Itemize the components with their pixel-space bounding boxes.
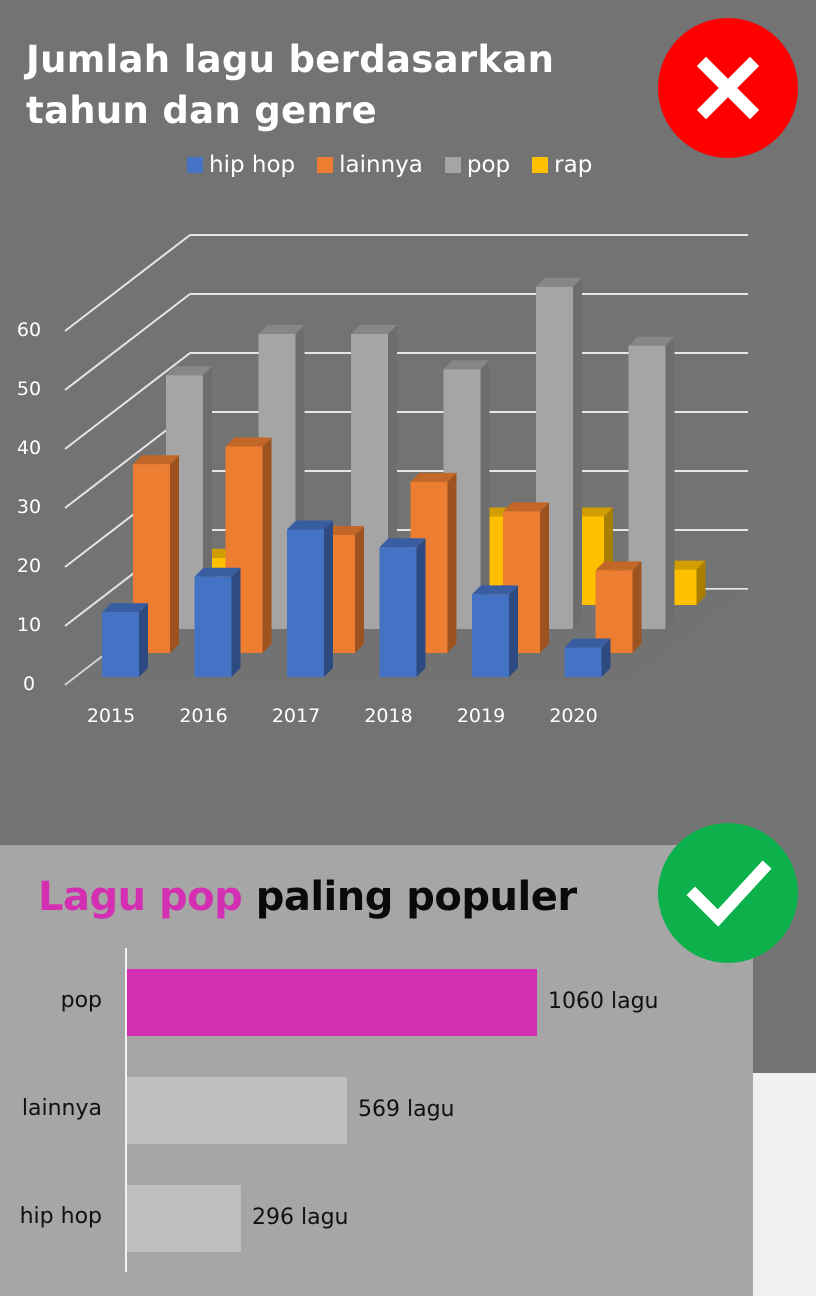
- legend-item-lainnya: lainnya: [317, 152, 423, 178]
- value-label: 296 lagu: [252, 1205, 349, 1230]
- panel-title: Lagu pop paling populer: [38, 874, 577, 920]
- y-tick-label: 30: [16, 496, 42, 518]
- category-label: pop: [60, 988, 102, 1013]
- check-icon: [658, 823, 798, 963]
- column-hip-hop-2018: [379, 538, 426, 677]
- x-tick-label: 2016: [179, 705, 228, 727]
- x-tick-label: 2018: [364, 705, 413, 727]
- value-label: 569 lagu: [358, 1097, 455, 1122]
- x-tick-label: 2019: [456, 705, 506, 727]
- x-tick-label: 2015: [86, 705, 136, 727]
- chart-3d-columns: [64, 234, 748, 686]
- bar-axis-line: [125, 948, 127, 1272]
- top-title: Jumlah lagu berdasarkan tahun dan genre: [26, 34, 646, 136]
- x-tick-label: 2020: [549, 705, 598, 727]
- x-icon: [658, 18, 798, 158]
- column-hip-hop-2020: [564, 638, 611, 677]
- y-tick-label: 10: [16, 614, 42, 636]
- title-line-2: tahun dan genre: [26, 89, 377, 132]
- legend-item-hip-hop: hip hop: [187, 152, 295, 178]
- legend-label: lainnya: [339, 152, 423, 178]
- legend-label: hip hop: [209, 152, 296, 178]
- column-hip-hop-2017: [287, 520, 333, 677]
- bar-pop: [127, 969, 537, 1036]
- y-tick-label: 50: [16, 378, 42, 400]
- legend-swatch-icon: [317, 157, 334, 173]
- bar-lainnya: [127, 1077, 347, 1144]
- legend-swatch-icon: [187, 157, 203, 173]
- category-label: hip hop: [19, 1204, 102, 1229]
- background-strip: [753, 1073, 816, 1296]
- column-hip-hop-2016: [194, 567, 241, 677]
- y-tick-label: 0: [22, 673, 36, 695]
- column-hip-hop-2015: [102, 603, 148, 677]
- legend-swatch-icon: [532, 157, 549, 173]
- legend-label: rap: [554, 152, 593, 178]
- legend-swatch-icon: [444, 157, 461, 173]
- column-lainnya-2019: [503, 502, 549, 653]
- y-tick-label: 60: [16, 319, 42, 341]
- title-highlight: Lagu pop: [38, 874, 243, 920]
- legend-label: pop: [466, 152, 511, 178]
- y-tick-label: 20: [16, 555, 42, 577]
- legend-item-rap: rap: [532, 152, 592, 178]
- title-rest: paling populer: [242, 874, 577, 920]
- title-line-1: Jumlah lagu berdasarkan: [26, 38, 555, 81]
- bar-hip-hop: [127, 1185, 241, 1252]
- chart-legend: hip hop lainnya pop rap: [187, 150, 592, 180]
- legend-item-pop: pop: [444, 152, 511, 178]
- y-tick-label: 40: [16, 437, 42, 459]
- column-hip-hop-2019: [472, 585, 518, 677]
- value-label: 1060 lagu: [548, 989, 659, 1014]
- x-tick-label: 2017: [271, 705, 321, 727]
- category-label: lainnya: [21, 1096, 102, 1121]
